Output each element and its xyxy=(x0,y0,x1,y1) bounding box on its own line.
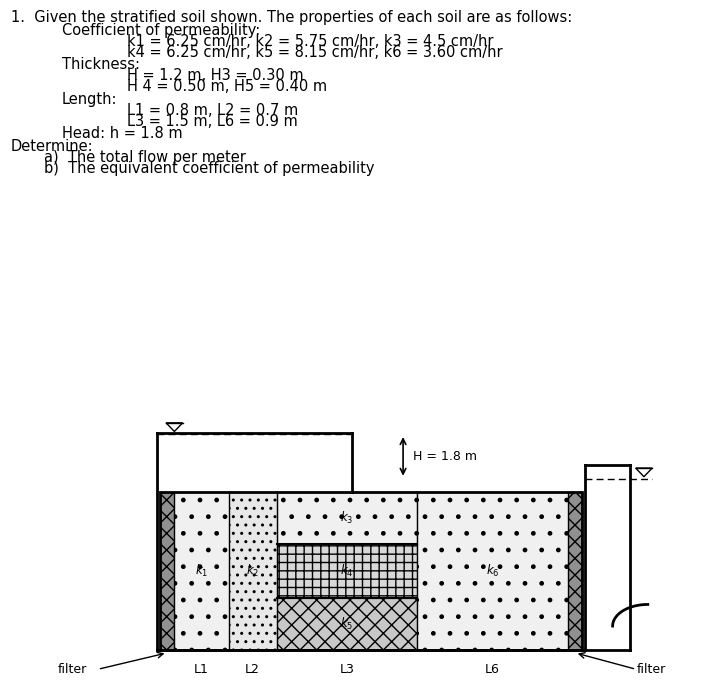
Text: 1.  Given the stratified soil shown. The properties of each soil are as follows:: 1. Given the stratified soil shown. The … xyxy=(11,10,572,25)
Text: L3 = 1.5 m, L6 = 0.9 m: L3 = 1.5 m, L6 = 0.9 m xyxy=(127,114,298,129)
Text: $k_1$: $k_1$ xyxy=(195,563,208,579)
Text: k1 = 6.25 cm/hr, k2 = 5.75 cm/hr, k3 = 4.5 cm/hr: k1 = 6.25 cm/hr, k2 = 5.75 cm/hr, k3 = 4… xyxy=(127,34,494,49)
Text: filter: filter xyxy=(636,663,666,676)
Bar xyxy=(277,493,417,544)
Text: H = 1.8 m: H = 1.8 m xyxy=(412,450,477,463)
Text: Determine:: Determine: xyxy=(11,139,94,153)
Text: $k_5$: $k_5$ xyxy=(340,616,354,632)
Bar xyxy=(277,544,417,598)
Text: L1: L1 xyxy=(194,663,209,676)
Text: Coefficient of permeability:: Coefficient of permeability: xyxy=(62,23,260,38)
Text: L3: L3 xyxy=(340,663,354,676)
Text: filter: filter xyxy=(58,663,87,676)
Bar xyxy=(229,493,277,649)
Bar xyxy=(417,493,568,649)
Bar xyxy=(174,493,229,649)
Text: k4 = 6.25 cm/hr, k5 = 8.15 cm/hr, k6 = 3.60 cm/hr: k4 = 6.25 cm/hr, k5 = 8.15 cm/hr, k6 = 3… xyxy=(127,45,502,60)
Text: L6: L6 xyxy=(485,663,500,676)
Text: Length:: Length: xyxy=(62,92,117,107)
Text: a)  The total flow per meter: a) The total flow per meter xyxy=(44,150,245,165)
Bar xyxy=(568,493,582,649)
Text: b)  The equivalent coefficient of permeability: b) The equivalent coefficient of permeab… xyxy=(44,161,374,176)
Text: $k_3$: $k_3$ xyxy=(340,510,354,526)
Bar xyxy=(160,493,582,649)
Bar xyxy=(277,598,417,649)
Text: L2: L2 xyxy=(245,663,260,676)
Bar xyxy=(160,493,174,649)
Text: H = 1.2 m, H3 = 0.30 m: H = 1.2 m, H3 = 0.30 m xyxy=(127,68,303,83)
Text: $k_6$: $k_6$ xyxy=(486,563,499,579)
Text: H 4 = 0.50 m, H5 = 0.40 m: H 4 = 0.50 m, H5 = 0.40 m xyxy=(127,79,327,94)
Text: L1 = 0.8 m, L2 = 0.7 m: L1 = 0.8 m, L2 = 0.7 m xyxy=(127,103,298,118)
Text: $k_2$: $k_2$ xyxy=(246,563,259,579)
Text: Thickness:: Thickness: xyxy=(62,57,139,72)
Text: Head: h = 1.8 m: Head: h = 1.8 m xyxy=(62,127,182,141)
Text: $k_4$: $k_4$ xyxy=(340,563,354,579)
